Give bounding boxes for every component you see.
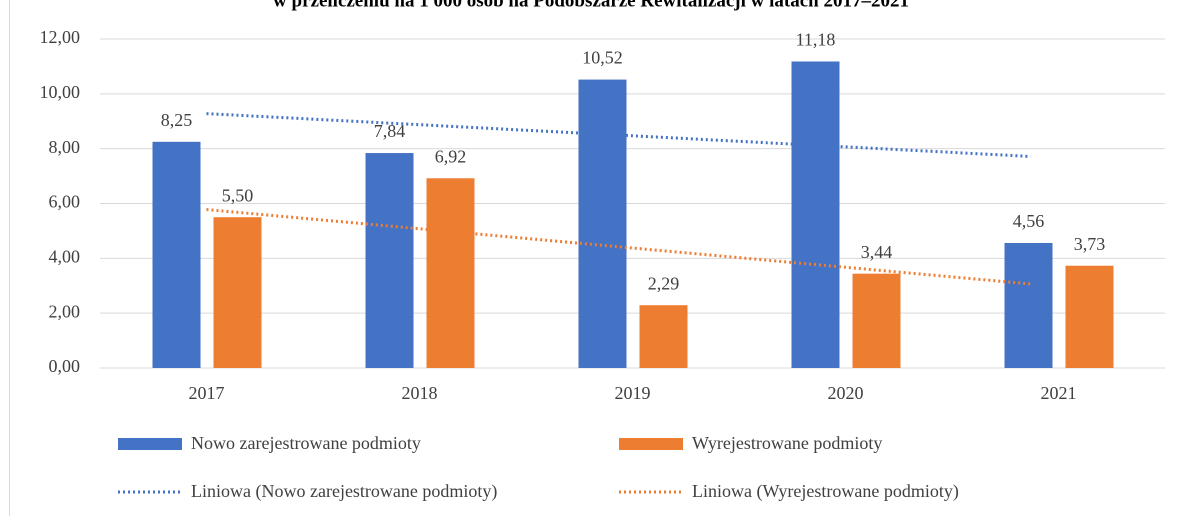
data-label: 2,29	[648, 273, 680, 293]
bar	[365, 153, 414, 368]
y-tick-label: 0,00	[49, 356, 81, 376]
data-label: 7,84	[374, 121, 406, 141]
x-tick-label: 2020	[828, 383, 864, 403]
legend-label: Nowo zarejestrowane podmioty	[191, 433, 421, 453]
data-label: 8,25	[161, 110, 193, 130]
y-tick-label: 6,00	[49, 192, 81, 212]
bar	[791, 61, 840, 369]
data-label: 10,52	[582, 48, 623, 68]
legend-swatch	[619, 438, 683, 450]
y-tick-label: 10,00	[40, 82, 81, 102]
x-tick-label: 2019	[615, 383, 651, 403]
data-label: 6,92	[435, 146, 467, 166]
data-label: 4,56	[1013, 211, 1045, 231]
data-label: 11,18	[796, 30, 836, 50]
x-tick-label: 2021	[1041, 383, 1077, 403]
bar	[152, 141, 201, 368]
bar	[639, 305, 688, 368]
legend-swatch	[118, 438, 182, 450]
x-tick-label: 2017	[189, 383, 225, 403]
x-tick-label: 2018	[402, 383, 438, 403]
y-tick-label: 8,00	[49, 137, 81, 157]
bar	[1065, 265, 1114, 368]
chart-title: w przeliczeniu na 1 000 osób na Podobsza…	[273, 0, 909, 11]
y-tick-label: 12,00	[40, 27, 81, 47]
data-label: 3,73	[1074, 234, 1106, 254]
bar	[852, 273, 901, 368]
bar	[578, 79, 627, 369]
legend-label: Liniowa (Nowo zarejestrowane podmioty)	[191, 481, 497, 502]
y-tick-label: 4,00	[49, 246, 81, 266]
data-label: 5,50	[222, 185, 254, 205]
bar	[213, 217, 262, 368]
legend-label: Wyrejestrowane podmioty	[692, 433, 882, 453]
y-tick-label: 2,00	[49, 301, 81, 321]
legend-label: Liniowa (Wyrejestrowane podmioty)	[692, 481, 959, 502]
bar	[1004, 242, 1053, 368]
bar	[426, 178, 475, 368]
data-label: 3,44	[861, 242, 893, 262]
